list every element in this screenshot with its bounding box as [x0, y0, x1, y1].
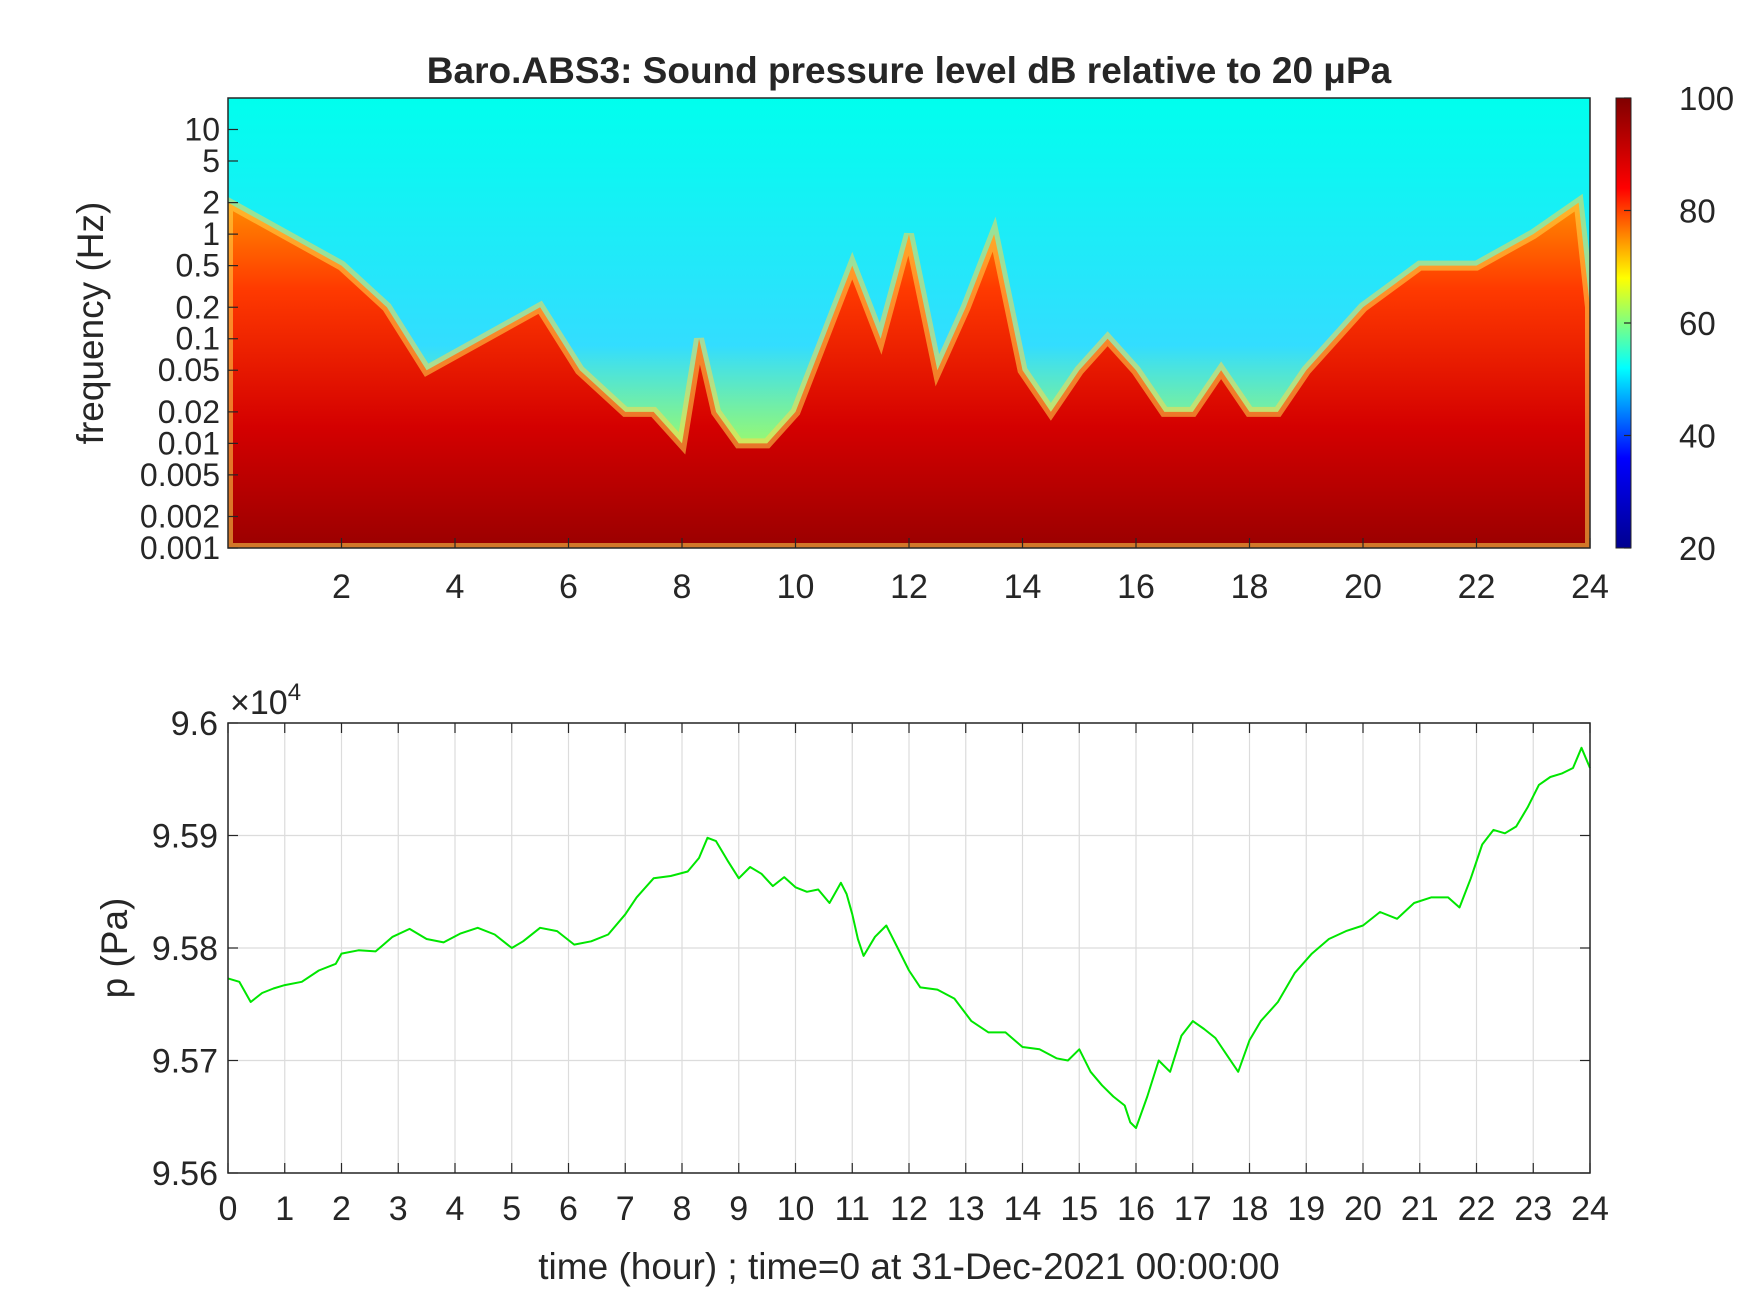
pressure-x-tick-label: 15	[1060, 1190, 1098, 1228]
spectrogram-y-tick-label: 0.005	[140, 457, 220, 493]
pressure-grid	[227, 722, 1591, 1174]
pressure-x-tick-label: 22	[1458, 1190, 1496, 1228]
pressure-x-tick-label: 20	[1344, 1190, 1382, 1228]
spectrogram-y-tick-label: 2	[202, 185, 220, 221]
pressure-x-tick-label: 0	[219, 1190, 238, 1228]
spectrogram-panel: Baro.ABS3: Sound pressure level dB relat…	[70, 50, 1609, 606]
spectrogram-x-tick-label: 16	[1117, 568, 1155, 606]
pressure-y-tick-label: 9.56	[152, 1155, 218, 1193]
pressure-x-tick-label: 13	[947, 1190, 985, 1228]
spectrogram-y-tick-label: 0.02	[158, 394, 220, 430]
pressure-x-tick-label: 19	[1287, 1190, 1325, 1228]
pressure-series-layer	[227, 746, 1591, 1129]
spectrogram-x-tick-label: 8	[673, 568, 692, 606]
spectrogram-high-energy-region	[228, 202, 1590, 548]
colorbar-tick-label: 40	[1679, 418, 1716, 455]
spectrogram-y-tick-label: 0.2	[176, 289, 220, 325]
colorbar: 100 80 60 40 20	[1615, 80, 1734, 567]
spectrogram-x-tick-label: 12	[890, 568, 928, 606]
y-exponent-power: 4	[288, 679, 301, 706]
spectrogram-x-tick-label: 10	[777, 568, 815, 606]
spectrogram-y-tick-label: 5	[202, 143, 220, 179]
spectrogram-x-tick-label: 24	[1571, 568, 1609, 606]
pressure-x-tick-label: 24	[1571, 1190, 1609, 1228]
spectrogram-x-tick-label: 14	[1004, 568, 1042, 606]
pressure-x-tick-label: 11	[835, 1190, 870, 1228]
pressure-x-tick-label: 1	[275, 1190, 294, 1228]
pressure-x-tick-label: 16	[1117, 1190, 1155, 1228]
spectrogram-image	[228, 98, 1590, 548]
spectrogram-transition-fringe	[228, 193, 1590, 548]
colorbar-tick-label: 60	[1679, 305, 1716, 342]
pressure-x-tick-label: 6	[559, 1190, 578, 1228]
spectrogram-x-tick-label: 4	[446, 568, 465, 606]
pressure-x-tick-label: 8	[673, 1190, 692, 1228]
spectrogram-x-tick-label: 20	[1344, 568, 1382, 606]
spectrogram-x-tick-label: 6	[559, 568, 578, 606]
pressure-x-tick-label: 7	[616, 1190, 635, 1228]
pressure-series-line	[227, 746, 1591, 1129]
pressure-x-tick-label: 4	[446, 1190, 465, 1228]
pressure-x-ticks: 0 1 2 3 4 5 6 7 8 9 10 11 12 13 14 15 16 17 18 19 20 21 22 23 24	[219, 723, 1609, 1228]
pressure-x-tick-label: 17	[1174, 1190, 1212, 1228]
pressure-x-tick-label: 12	[890, 1190, 928, 1228]
colorbar-tick-label: 20	[1679, 530, 1716, 567]
colorbar-tick-label: 100	[1679, 80, 1734, 117]
spectrogram-y-tick-label: 0.5	[176, 248, 220, 284]
pressure-y-axis-label: p (Pa)	[94, 898, 135, 999]
spectrogram-y-tick-label: 0.01	[158, 425, 220, 461]
spectrogram-y-tick-label: 0.05	[158, 352, 220, 388]
pressure-x-axis-label: time (hour) ; time=0 at 31-Dec-2021 00:0…	[538, 1246, 1279, 1287]
pressure-y-tick-label: 9.59	[152, 818, 218, 856]
spectrogram-x-tick-label: 18	[1231, 568, 1269, 606]
pressure-x-tick-label: 5	[502, 1190, 521, 1228]
spectrogram-y-tick-label: 0.002	[140, 499, 220, 535]
pressure-panel: 9.69.599.589.579.56 0 1 2 3 4 5 6 7 8 9 10 11 12 13 14…	[94, 679, 1609, 1287]
pressure-x-tick-label: 10	[777, 1190, 815, 1228]
spectrogram-x-tick-label: 22	[1458, 568, 1496, 606]
spectrogram-y-tick-label: 1	[202, 216, 220, 252]
spectrogram-y-tick-label: 10	[184, 111, 220, 147]
pressure-y-tick-label: 9.57	[152, 1043, 218, 1081]
colorbar-ticks: 100 80 60 40 20	[1624, 80, 1734, 567]
pressure-x-tick-label: 23	[1514, 1190, 1552, 1228]
spectrogram-y-ticks: 105 210.5 0.20.10.05 0.020.010.005 0.0020.00…	[140, 111, 238, 566]
spectrogram-y-tick-label: 0.001	[140, 530, 220, 566]
spectrogram-y-tick-label: 0.1	[176, 321, 220, 357]
pressure-y-ticks: 9.6 9.59 9.58 9.57 9.56	[152, 705, 1590, 1193]
pressure-x-tick-label: 14	[1004, 1190, 1042, 1228]
spectrogram-x-ticks: 2 4 6 8 10 12 14 16 18 20 22 24	[332, 538, 1609, 606]
pressure-x-tick-label: 3	[389, 1190, 408, 1228]
y-exponent-label: ×104	[230, 679, 301, 722]
spectrogram-y-axis-label: frequency (Hz)	[70, 202, 111, 445]
pressure-x-tick-label: 21	[1401, 1190, 1439, 1228]
pressure-x-tick-label: 18	[1231, 1190, 1269, 1228]
spectrogram-title: Baro.ABS3: Sound pressure level dB relat…	[427, 50, 1392, 91]
pressure-y-tick-label: 9.58	[152, 930, 218, 968]
colorbar-tick-label: 80	[1679, 193, 1716, 230]
y-exponent-base: ×10	[230, 684, 288, 722]
pressure-y-tick-label: 9.6	[171, 705, 218, 743]
spectrogram-x-tick-label: 2	[332, 568, 351, 606]
pressure-x-tick-label: 9	[729, 1190, 748, 1228]
pressure-x-tick-label: 2	[332, 1190, 351, 1228]
